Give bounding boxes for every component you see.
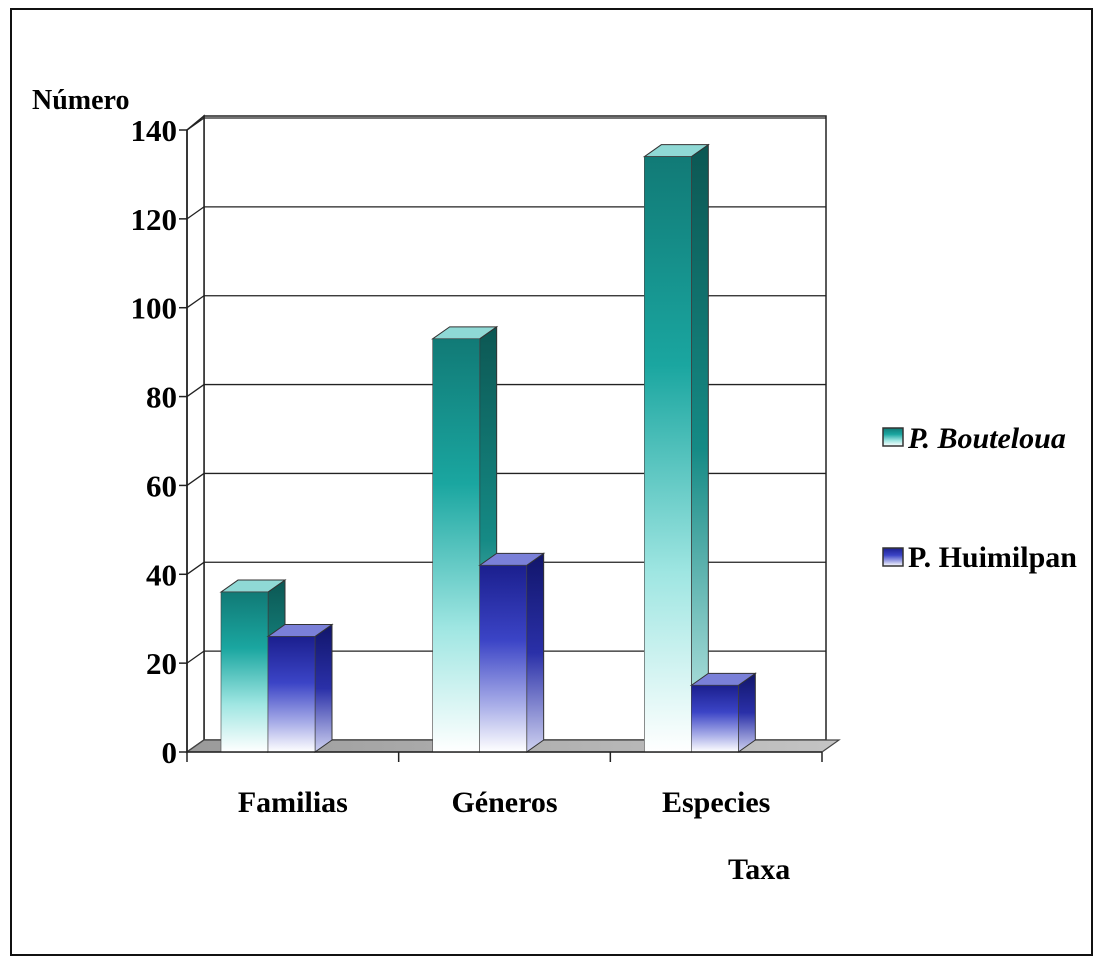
gridline <box>186 383 826 398</box>
legend-item-p-huimilpan: P. Huimilpan <box>882 541 1077 574</box>
y-tick-label: 20 <box>146 646 177 681</box>
bar-front-face <box>479 565 527 753</box>
gridline <box>186 472 826 486</box>
x-category-label: Familias <box>238 786 348 819</box>
y-tick-label: 100 <box>131 291 178 326</box>
bar-side-face <box>690 143 709 753</box>
bar <box>478 552 546 753</box>
y-tick-label: 40 <box>146 557 177 592</box>
y-tick-label: 0 <box>162 735 178 770</box>
bar-front-face <box>220 591 269 753</box>
legend-item-p-bouteloua: P. Bouteloua <box>882 422 1066 455</box>
y-tick-label: 140 <box>131 113 178 148</box>
gridline <box>186 561 826 575</box>
bars-layer <box>219 143 757 753</box>
bar-front-face <box>267 636 316 753</box>
x-category-label: Especies <box>662 786 770 819</box>
y-tick-label: 120 <box>131 202 178 237</box>
legend-swatch-p-bouteloua <box>882 427 904 447</box>
x-category-label: Géneros <box>451 786 557 819</box>
legend-label-p-huimilpan: P. Huimilpan <box>908 541 1077 574</box>
y-tick-label: 80 <box>146 380 177 415</box>
legend-swatch-p-huimilpan <box>882 547 904 567</box>
y-axis-label: Número <box>32 85 129 116</box>
axes-layer: 0 20 40 60 80 100 120 140 Familias Géneros Especie… <box>131 113 823 819</box>
bar-front-face <box>691 685 739 753</box>
bar-front-face <box>432 338 480 753</box>
bar <box>219 579 287 753</box>
legend: P. Bouteloua P. Huimilpan <box>882 422 1077 574</box>
legend-label-p-bouteloua: P. Bouteloua <box>907 422 1066 455</box>
gridline <box>186 295 826 309</box>
gridline <box>186 206 826 220</box>
bar <box>431 325 499 753</box>
bar-front-face <box>644 156 692 753</box>
bar <box>689 672 757 753</box>
bar <box>642 143 710 753</box>
bar-side-face <box>314 623 333 753</box>
x-axis-label: Taxa <box>728 853 790 886</box>
bar-side-face <box>526 552 545 753</box>
gridline <box>186 650 826 664</box>
gridline <box>186 117 826 131</box>
bar-side-face <box>737 672 756 753</box>
bar <box>266 623 334 753</box>
y-tick-label: 60 <box>146 468 177 503</box>
